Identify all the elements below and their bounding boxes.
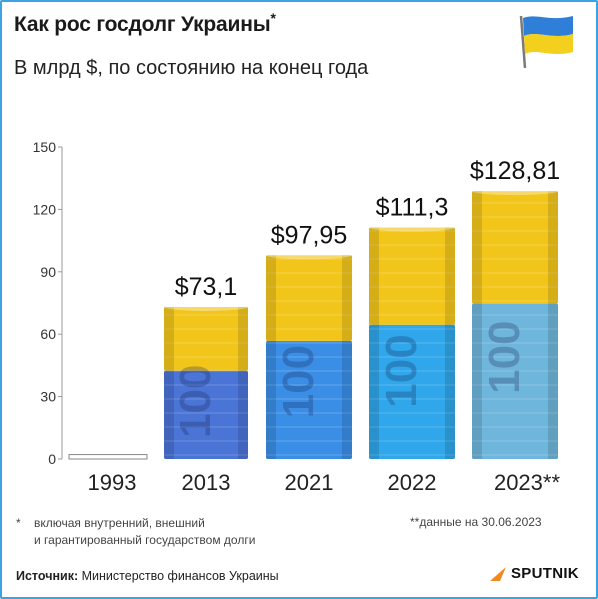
x-tick-label: 1993 xyxy=(88,470,137,495)
bar-shade-right xyxy=(445,227,455,459)
bar-cap xyxy=(369,223,455,232)
y-tick-label: 90 xyxy=(40,264,56,280)
footnote-1-line-2: и гарантированный государством долги xyxy=(34,533,256,547)
title-text: Как рос госдолг Украины xyxy=(14,13,271,36)
page-title: Как рос госдолг Украины* xyxy=(14,10,276,37)
value-label: $73,1 xyxy=(175,273,238,301)
value-label: $111,3 xyxy=(376,193,449,221)
y-tick-label: 30 xyxy=(40,389,56,405)
bar-cap xyxy=(266,251,352,260)
sputnik-logo-icon xyxy=(490,566,506,581)
source-line: Источник: Министерство финансов Украины xyxy=(16,569,279,583)
bar-shade-left xyxy=(369,227,379,459)
value-label: $97,95 xyxy=(271,221,347,249)
banknote-motif: 100 xyxy=(171,365,220,438)
y-tick-label: 150 xyxy=(33,139,57,155)
bar-texture xyxy=(164,306,248,459)
banknote-motif: 100 xyxy=(480,320,529,393)
bar-shade-left xyxy=(266,255,276,459)
bar-1993 xyxy=(68,454,148,460)
banknote-motif: 100 xyxy=(274,345,323,418)
bar-shade-left xyxy=(472,191,482,459)
sputnik-logo[interactable]: SPUTNIK xyxy=(488,565,579,582)
y-tick-label: 0 xyxy=(48,451,56,467)
bar-2023: 100 xyxy=(472,187,558,459)
source-label: Источник: xyxy=(16,569,79,583)
bar-texture xyxy=(472,191,558,459)
footnote-1: * включая внутренний, внешний и гарантиро… xyxy=(16,515,316,549)
bar-2013: 100 xyxy=(164,302,248,459)
x-tick-label: 2013 xyxy=(182,470,231,495)
footnote-1-line-1: включая внутренний, внешний xyxy=(34,516,205,530)
page-subtitle: В млрд $, по состоянию на конец года xyxy=(14,57,369,79)
banknote-motif: 100 xyxy=(377,334,426,407)
y-tick-label: 60 xyxy=(40,326,56,342)
source-text: Министерство финансов Украины xyxy=(81,569,279,583)
bar-texture xyxy=(266,255,352,459)
bar-cap xyxy=(164,302,248,311)
bar-shade-left xyxy=(164,306,174,459)
bar-shade-right xyxy=(548,191,558,459)
value-label: $128,81 xyxy=(470,157,560,185)
logo-text: SPUTNIK xyxy=(511,565,579,582)
footnote-star: * xyxy=(16,516,21,530)
footnote-2: **данные на 30.06.2023 xyxy=(410,515,542,529)
x-axis: 1993 2013 2021 2022 2023** xyxy=(88,470,561,495)
bars-group: 100 100 100 100 xyxy=(68,187,558,460)
bar-chart: 0 30 60 90 120 150 100 100 100 100 $73,1 $97,95 $1… xyxy=(33,139,561,495)
ukraine-flag-icon xyxy=(515,12,577,75)
bar-cap xyxy=(472,187,558,196)
bar-shade-right xyxy=(238,306,248,459)
x-tick-label: 2023** xyxy=(494,470,561,495)
bar-2021: 100 xyxy=(266,251,352,459)
x-tick-label: 2021 xyxy=(285,470,334,495)
title-footnote-mark: * xyxy=(270,10,276,26)
bar-2022: 100 xyxy=(369,223,455,459)
y-axis: 0 30 60 90 120 150 xyxy=(33,139,63,467)
bar-shade-right xyxy=(342,255,352,459)
bar-texture xyxy=(369,227,455,459)
y-tick-label: 120 xyxy=(33,201,57,217)
value-labels-group: $73,1 $97,95 $111,3 $128,81 xyxy=(175,157,560,301)
x-tick-label: 2022 xyxy=(388,470,437,495)
